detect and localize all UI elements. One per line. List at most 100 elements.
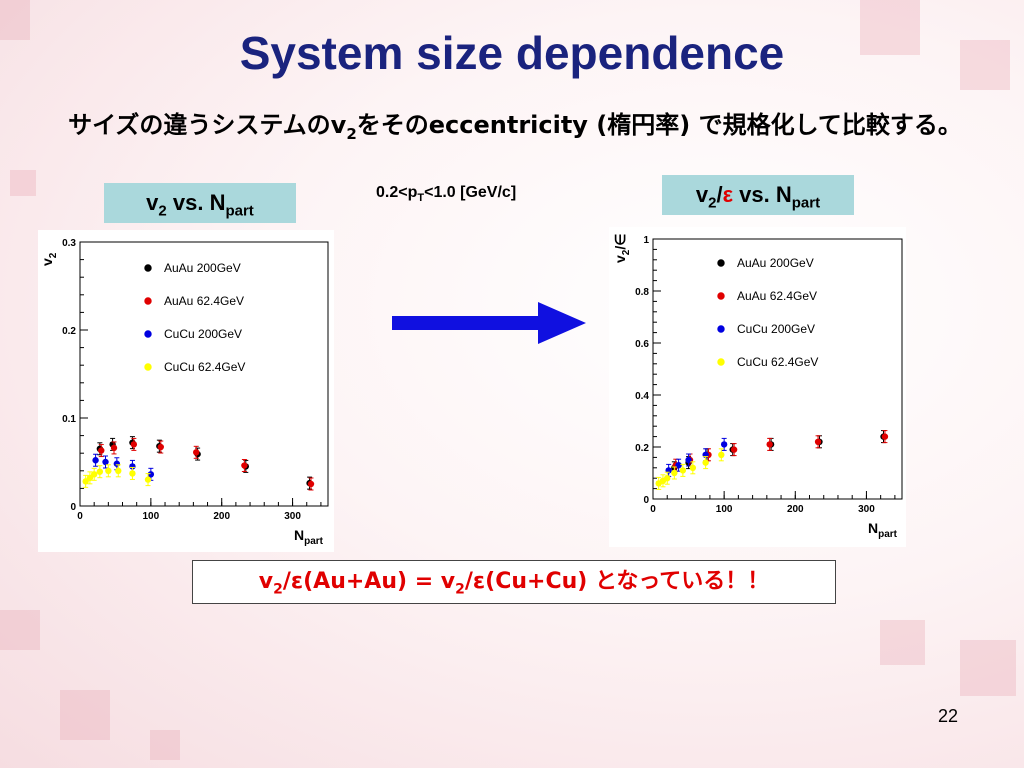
y-axis-label-sub: 2 xyxy=(48,252,59,258)
conclusion-box: v2/ε(Au+Au) = v2/ε(Cu+Cu) となっている！！ xyxy=(192,560,836,604)
data-point xyxy=(98,447,105,454)
data-point xyxy=(766,441,773,448)
data-point xyxy=(814,438,822,445)
y-tick-label: 0.2 xyxy=(62,326,76,337)
y-tick-label: 0 xyxy=(643,495,649,506)
legend-marker xyxy=(717,292,725,300)
data-point xyxy=(110,444,118,452)
data-point xyxy=(671,469,678,477)
y-tick-label: 0.6 xyxy=(635,339,649,350)
data-point xyxy=(102,458,109,466)
x-axis-label-main: N xyxy=(868,520,878,536)
x-tick-label: 100 xyxy=(143,511,160,522)
data-point xyxy=(115,467,122,474)
legend-label: CuCu 200GeV xyxy=(737,322,815,336)
data-point xyxy=(241,462,248,469)
data-point xyxy=(720,441,728,448)
legend-label: CuCu 62.4GeV xyxy=(737,355,818,369)
x-axis-label: Npart xyxy=(294,527,324,547)
x-axis-label-sub: part xyxy=(304,536,324,547)
plot-frame xyxy=(79,241,329,507)
right-arrow-icon xyxy=(392,302,586,344)
decor-square xyxy=(10,170,36,196)
left-chart-panel: 0 100 200 300 0 0.1 0.2 0.3 v2 Npart AuAu 200GeV Au… xyxy=(38,230,334,552)
x-tick-label: 100 xyxy=(716,504,733,515)
data-point xyxy=(679,467,687,474)
x-tick-label: 0 xyxy=(77,511,83,522)
x-axis-label-main: N xyxy=(294,527,304,543)
data-point xyxy=(664,475,671,482)
slide-subtitle: サイズの違うシステムのv2をそのeccentricity (楕円率) で規格化し… xyxy=(68,111,962,143)
legend-marker xyxy=(144,264,152,272)
data-point xyxy=(92,457,99,464)
right-plot-label: v2/ε vs. Npart xyxy=(662,175,854,215)
y-axis-label-main: v xyxy=(612,255,628,263)
decor-square xyxy=(960,640,1016,696)
y-tick-label: 0.4 xyxy=(635,391,649,402)
y-axis-label: v2 xyxy=(39,252,59,266)
decor-square xyxy=(150,730,180,760)
decor-square xyxy=(860,0,920,55)
x-axis-label: Npart xyxy=(868,520,898,540)
legend-marker xyxy=(717,259,725,267)
data-point xyxy=(730,446,738,453)
y-tick-label: 0.1 xyxy=(62,414,76,425)
legend-marker xyxy=(144,297,152,305)
x-axis-label-sub: part xyxy=(878,529,898,540)
y-tick-label: 0.8 xyxy=(635,287,649,298)
legend-label: AuAu 200GeV xyxy=(737,256,814,270)
decor-square xyxy=(0,610,40,650)
data-point xyxy=(881,433,889,440)
data-point xyxy=(86,474,94,482)
legend-marker xyxy=(144,330,152,338)
slide-title: System size dependence xyxy=(239,27,785,79)
legend-label: AuAu 62.4GeV xyxy=(164,294,244,308)
y-tick-label: 1 xyxy=(643,235,649,246)
decor-square xyxy=(880,620,925,665)
data-point xyxy=(702,459,709,466)
decor-square xyxy=(960,40,1010,90)
y-tick-label: 0.2 xyxy=(635,443,649,454)
data-point xyxy=(675,462,682,469)
data-point xyxy=(113,460,121,467)
data-point xyxy=(130,441,138,448)
data-point xyxy=(90,471,98,478)
decor-square xyxy=(60,690,110,740)
legend-label: AuAu 200GeV xyxy=(164,261,241,275)
y-axis-label-sub: 2 xyxy=(621,249,632,255)
data-point xyxy=(144,476,152,483)
data-point xyxy=(82,478,89,485)
data-point xyxy=(685,456,692,464)
y-axis-label-main: v xyxy=(39,258,55,266)
y-axis-label: v2/∈ xyxy=(612,234,632,263)
legend-marker xyxy=(717,325,725,333)
legend-label: CuCu 62.4GeV xyxy=(164,360,245,374)
page-number: 22 xyxy=(938,706,959,726)
right-chart: 0 100 200 300 0 0.2 0.4 0.6 0.8 1 v2/∈ Npart AuAu 20… xyxy=(612,234,903,540)
y-tick-label: 0.3 xyxy=(62,238,76,249)
data-point xyxy=(193,449,200,456)
x-tick-label: 200 xyxy=(787,504,804,515)
y-axis-label-tail: /∈ xyxy=(612,234,628,250)
data-point xyxy=(129,463,136,470)
left-plot-label: v2 vs. Npart xyxy=(104,183,296,223)
data-point xyxy=(147,471,155,478)
right-chart-panel: 0 100 200 300 0 0.2 0.4 0.6 0.8 1 v2/∈ Npart AuAu 20… xyxy=(609,227,906,547)
x-tick-label: 0 xyxy=(650,504,656,515)
data-point xyxy=(307,480,315,488)
data-point xyxy=(96,468,104,475)
x-tick-label: 300 xyxy=(858,504,875,515)
data-point xyxy=(689,464,697,471)
pt-condition: 0.2<pT<1.0 [GeV/c] xyxy=(376,184,517,205)
legend-marker xyxy=(717,358,725,366)
legend-label: AuAu 62.4GeV xyxy=(737,289,817,303)
x-tick-label: 200 xyxy=(213,511,230,522)
data-point xyxy=(105,467,112,474)
x-tick-label: 300 xyxy=(284,511,301,522)
data-point xyxy=(157,443,164,451)
plot-frame xyxy=(652,238,903,500)
legend-label: CuCu 200GeV xyxy=(164,327,242,341)
decor-square xyxy=(0,0,30,40)
legend-marker xyxy=(144,363,152,371)
